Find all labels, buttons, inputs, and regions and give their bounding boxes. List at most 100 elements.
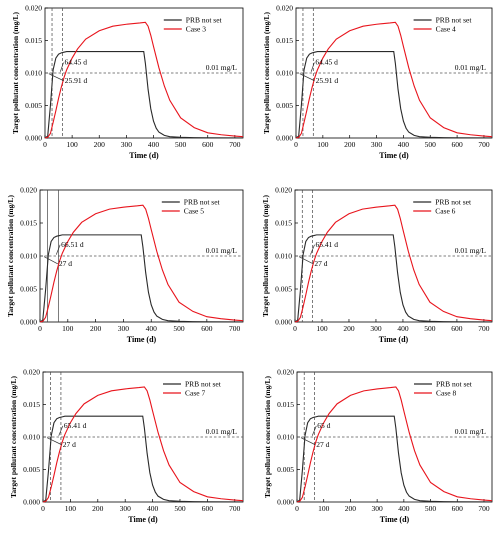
- y-axis-label: Target pollutant concentration (mg/L): [11, 11, 20, 134]
- x-tick-label: 600: [202, 140, 214, 149]
- x-tick-label: 400: [147, 504, 159, 513]
- series-line-1: [39, 234, 244, 323]
- x-tick-label: 0: [38, 324, 42, 333]
- legend-entry: PRB not set: [435, 198, 472, 207]
- threshold-label: 0.01 mg/L: [455, 63, 487, 72]
- y-tick-label: 0.015: [277, 400, 294, 409]
- y-tick-label: 0.010: [23, 433, 40, 442]
- x-tick-label: 700: [478, 324, 490, 333]
- series-line-2: [44, 21, 244, 139]
- annotation-label: 65.41 d: [64, 421, 87, 430]
- legend-entry: Case 5: [184, 207, 204, 216]
- x-axis-label: Time (d): [380, 515, 410, 524]
- x-tick-label: 400: [146, 324, 158, 333]
- series-line-1: [294, 234, 493, 323]
- x-tick-label: 500: [424, 324, 436, 333]
- x-tick-label: 100: [66, 140, 78, 149]
- x-tick-label: 600: [452, 504, 464, 513]
- x-tick-label: 400: [397, 324, 409, 333]
- y-axis-label: Target pollutant concentration (mg/L): [261, 194, 270, 317]
- chart-panel-6: 0.000 0.005 0.010 0.015 0.020 0 100 200 300 400 50…: [263, 368, 493, 524]
- y-tick-label: 0.015: [25, 36, 42, 45]
- annotation-label: 25.91 d: [316, 76, 339, 85]
- y-tick-label: 0.000: [20, 318, 37, 327]
- legend-entry: PRB not set: [184, 198, 221, 207]
- x-axis-label: Time (d): [379, 335, 409, 344]
- x-tick-label: 300: [121, 140, 133, 149]
- annotation-arrow: [48, 73, 64, 82]
- x-axis-label: Time (d): [128, 515, 158, 524]
- annotation-label: 27 d: [316, 440, 329, 449]
- x-tick-label: 600: [451, 324, 463, 333]
- legend-entry: Case 7: [185, 389, 205, 398]
- annotation-arrow: [299, 73, 315, 82]
- series-line-2: [296, 386, 493, 503]
- chart-panel-5: 0.000 0.005 0.010 0.015 0.020 0 100 200 300 400 50…: [9, 368, 244, 524]
- x-tick-label: 400: [398, 140, 410, 149]
- y-tick-label: 0.020: [276, 4, 293, 13]
- x-tick-label: 600: [202, 504, 214, 513]
- y-tick-label: 0.000: [275, 318, 292, 327]
- series-line-1: [44, 51, 244, 139]
- y-tick-label: 0.020: [20, 186, 37, 195]
- x-tick-label: 600: [451, 140, 463, 149]
- x-tick-label: 500: [173, 324, 185, 333]
- series-line-2: [294, 204, 493, 323]
- threshold-label: 0.01 mg/L: [206, 63, 238, 72]
- x-tick-label: 700: [229, 324, 241, 333]
- y-tick-label: 0.015: [275, 219, 292, 228]
- series-line-2: [39, 204, 244, 323]
- x-tick-label: 100: [316, 324, 328, 333]
- y-tick-label: 0.010: [25, 69, 42, 78]
- y-tick-label: 0.020: [23, 368, 40, 377]
- y-tick-label: 0.020: [25, 4, 42, 13]
- annotation-arrow: [44, 256, 59, 265]
- x-tick-label: 300: [371, 140, 383, 149]
- threshold-label: 0.01 mg/L: [455, 427, 487, 436]
- annotation-label: 65.41 d: [316, 240, 339, 249]
- x-tick-label: 0: [294, 140, 298, 149]
- threshold-label: 0.01 mg/L: [206, 427, 238, 436]
- x-tick-label: 700: [478, 140, 490, 149]
- annotation-arrow: [55, 244, 61, 255]
- series-line-1: [296, 415, 493, 503]
- y-tick-label: 0.015: [23, 400, 40, 409]
- x-tick-label: 0: [43, 140, 47, 149]
- legend-entry: PRB not set: [185, 380, 222, 389]
- x-tick-label: 700: [229, 140, 241, 149]
- legend-entry: Case 3: [186, 25, 206, 34]
- x-tick-label: 200: [94, 140, 106, 149]
- y-tick-label: 0.010: [276, 69, 293, 78]
- chart-panel-3: 0.000 0.005 0.010 0.015 0.020 0 100 200 300 400 50…: [6, 186, 244, 344]
- y-tick-label: 0.000: [277, 498, 294, 507]
- y-tick-label: 0.015: [276, 36, 293, 45]
- x-tick-label: 0: [293, 324, 297, 333]
- x-tick-label: 700: [229, 504, 241, 513]
- annotation-label: 64.45 d: [315, 58, 338, 67]
- series-line-1: [295, 51, 493, 139]
- y-axis-label: Target pollutant concentration (mg/L): [262, 11, 271, 134]
- annotation-label: 27 d: [59, 259, 72, 268]
- x-tick-label: 400: [398, 504, 410, 513]
- x-axis-label: Time (d): [129, 151, 159, 160]
- x-tick-label: 500: [425, 140, 437, 149]
- y-tick-label: 0.020: [277, 368, 294, 377]
- y-tick-label: 0.000: [25, 134, 42, 143]
- x-axis-label: Time (d): [127, 335, 157, 344]
- series-line-2: [42, 386, 244, 503]
- y-tick-label: 0.005: [23, 465, 40, 474]
- annotation-label: 27 d: [314, 259, 327, 268]
- series-line-1: [42, 415, 244, 503]
- annotation-arrow: [310, 62, 315, 72]
- annotation-label: 65 d: [317, 421, 330, 430]
- legend-entry: PRB not set: [436, 380, 473, 389]
- x-tick-label: 200: [90, 324, 102, 333]
- x-tick-label: 100: [62, 324, 74, 333]
- legend-entry: Case 4: [436, 25, 456, 34]
- y-tick-label: 0.005: [20, 285, 37, 294]
- x-tick-label: 200: [345, 504, 357, 513]
- y-tick-label: 0.015: [20, 219, 37, 228]
- legend-entry: Case 8: [436, 389, 456, 398]
